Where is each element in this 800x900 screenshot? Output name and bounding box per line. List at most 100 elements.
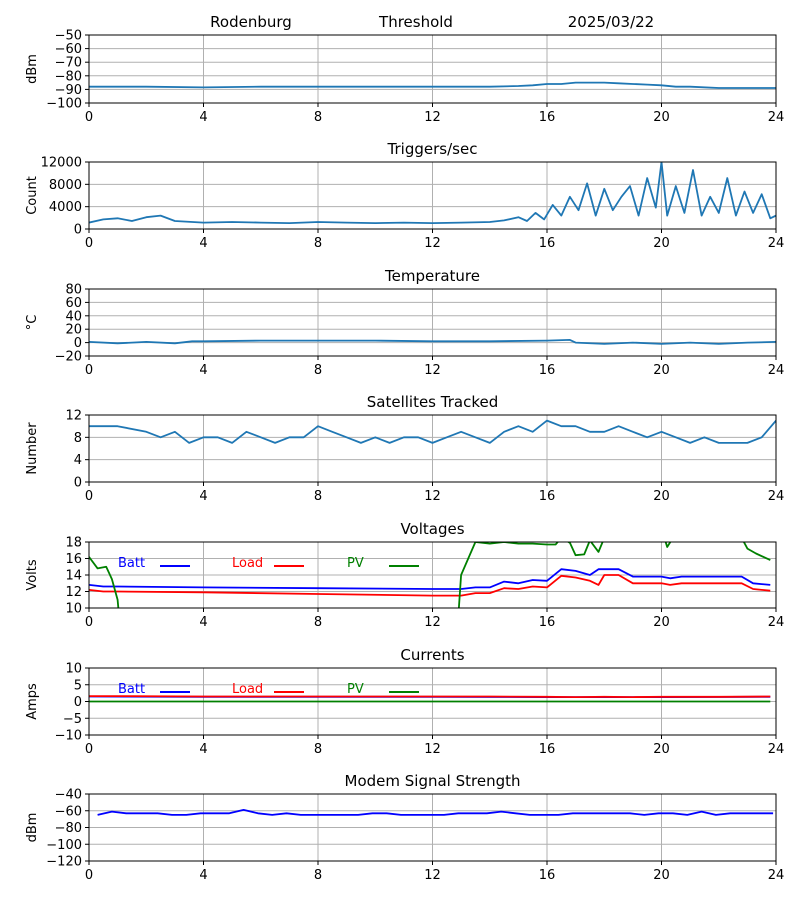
panel-triggers: Triggers/sec 0 4 8 12 16 20 24 0 4000 8000 12000Cou… [25,140,784,251]
x-tick-label: 12 [424,236,441,251]
y-tick-label: 60 [65,296,82,311]
panel-signal: 0 4 8 12 16 20 24 −100−90−80−70−60−50 dBm [25,29,784,126]
x-tick-label: 16 [539,868,556,883]
x-tick-label: 16 [539,742,556,757]
y-tick-label: 4000 [49,200,82,215]
x-tick-label: 12 [424,615,441,630]
y-axis-label: dBm [25,813,40,843]
chart-panels: 0 4 8 12 16 20 24−100−90−80−70−60−50dBmTrigger… [25,29,784,884]
x-tick-label: 20 [653,363,670,378]
panel-modem: Modem Signal Strength 0 4 8 12 16 20 24 −120 −100… [25,772,784,883]
y-axis-label: Number [25,422,40,475]
x-tick-label: 4 [199,363,207,378]
y-tick-label: −80 [55,69,82,84]
series-line-6-0 [97,809,774,816]
x-tick-label: 0 [85,236,93,251]
legend-label-load: Load [232,682,263,697]
chart-title: Triggers/sec [387,140,478,158]
series-group [89,81,776,89]
x-tick-label: 0 [85,110,93,125]
y-tick-label: 80 [65,283,82,298]
x-tick-label: 24 [768,615,785,630]
y-tick-label: −20 [55,350,82,365]
x-tick-label: 20 [653,110,670,125]
x-tick-label: 24 [768,236,785,251]
x-tick-label: 16 [539,489,556,504]
legend-label-batt: Batt [118,556,145,571]
y-tick-label: 20 [65,323,82,338]
series-group [97,809,774,816]
x-tick-label: 0 [85,868,93,883]
y-tick-label: 0 [74,223,82,238]
x-tick-label: 24 [768,110,785,125]
x-tick-label: 4 [199,742,207,757]
series-group [89,419,776,444]
y-tick-label: 0 [74,695,82,710]
y-axis-label: dBm [25,54,40,84]
x-tick-label: 8 [314,615,322,630]
x-tick-label: 20 [653,615,670,630]
x-tick-label: 12 [424,742,441,757]
y-tick-label: 18 [65,536,82,551]
y-tick-label: −120 [46,855,82,870]
chart-title: Currents [400,646,464,664]
x-tick-label: 12 [424,110,441,125]
x-tick-label: 24 [768,363,785,378]
series-group [89,338,776,345]
legend-label-pv: PV [347,682,364,697]
x-tick-label: 20 [653,489,670,504]
legend-label-load: Load [232,556,263,571]
series-group [89,162,776,225]
plot-frame [88,288,777,357]
series-line-load [89,574,771,597]
x-tick-label: 8 [314,489,322,504]
y-tick-label: −90 [55,83,82,98]
x-tick-label: 0 [85,489,93,504]
y-tick-label: −80 [55,821,82,836]
y-axis-label: Amps [25,683,40,720]
plot-frame [88,667,777,736]
x-tick-label: 8 [314,742,322,757]
y-tick-label: 14 [65,569,82,584]
y-axis-label: °C [25,315,40,331]
panel-satellites: Satellites Tracked 0 4 8 12 16 20 24 0 4 8 12 Number [25,393,784,504]
series-group [89,695,771,703]
x-tick-label: 0 [85,363,93,378]
y-tick-label: −40 [55,788,82,803]
chart-title: Satellites Tracked [367,393,498,411]
plot-frame [88,541,777,609]
x-tick-label: 8 [314,363,322,378]
legend-label-pv: PV [347,556,364,571]
y-tick-label: −5 [63,712,82,727]
header-mode: Threshold [378,13,453,31]
plot-frame [88,793,777,862]
series-line-0-0 [89,81,776,89]
legend-label-batt: Batt [118,682,145,697]
y-tick-label: 10 [65,602,82,617]
plot-frame [88,161,777,230]
x-tick-label: 20 [653,742,670,757]
x-tick-label: 0 [85,615,93,630]
x-tick-label: 4 [199,236,207,251]
y-tick-label: −70 [55,56,82,71]
y-tick-label: 0 [74,476,82,491]
x-tick-label: 8 [314,110,322,125]
plot-frame [88,34,777,104]
x-tick-label: 20 [653,868,670,883]
y-tick-label: −60 [55,804,82,819]
chart-title: Voltages [400,520,464,538]
chart-title: Modem Signal Strength [345,772,521,790]
x-tick-label: 4 [199,110,207,125]
x-tick-label: 12 [424,363,441,378]
x-tick-label: 12 [424,868,441,883]
x-tick-label: 20 [653,236,670,251]
y-tick-label: 40 [65,309,82,324]
header-date: 2025/03/22 [568,13,654,31]
series-line-1-0 [89,162,776,225]
y-tick-label: 10 [65,662,82,677]
x-tick-label: 4 [199,868,207,883]
y-tick-label: 12 [65,409,82,424]
